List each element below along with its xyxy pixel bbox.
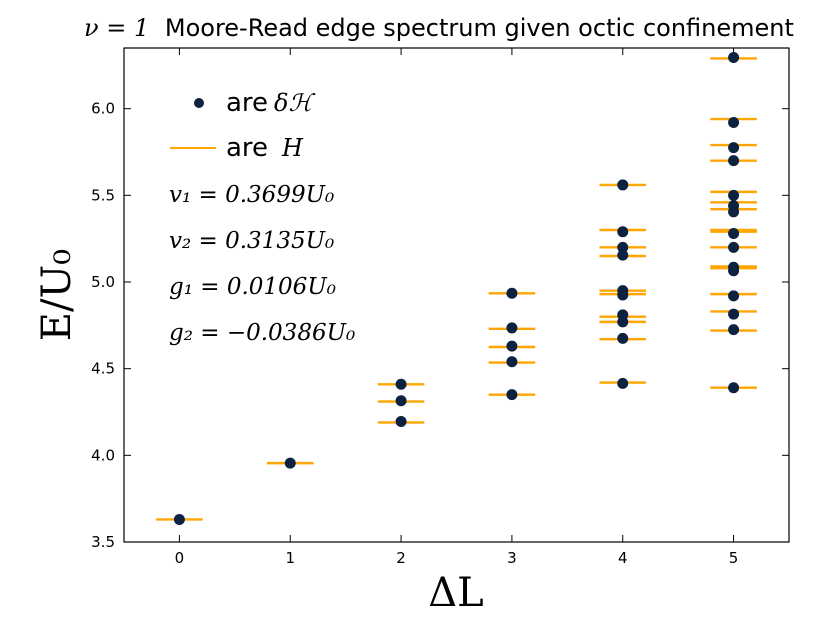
delta-h-point [284,457,296,469]
y-tick-label: 5.5 [91,186,115,204]
delta-h-point [173,513,185,525]
legend-line-symbol: H [281,134,304,162]
annotation-v1: v₁ = 0.3699U₀ [169,182,334,208]
delta-h-point [728,200,740,212]
delta-h-point [506,287,518,299]
chart-title: ν = 1 Moore-Read edge spectrum given oct… [84,14,794,42]
x-tick-label: 0 [175,549,185,567]
delta-h-point [728,261,740,273]
delta-h-point [728,308,740,320]
delta-h-point [728,117,740,129]
plot-area [123,47,790,543]
parameter-annotations: v₁ = 0.3699U₀ v₂ = 0.3135U₀ g₁ = 0.0106U… [169,182,355,346]
delta-h-point [728,52,740,64]
x-tick-label: 4 [618,549,628,567]
legend: are δℋ are H [170,88,315,163]
y-tick-label: 5.0 [91,273,115,291]
title-text: Moore-Read edge spectrum given octic con… [165,14,794,42]
delta-h-point [728,189,740,201]
delta-h-point [617,179,629,191]
title-math: ν = 1 [84,14,149,42]
y-tick-label: 4.5 [91,360,115,378]
x-tick-label: 3 [507,549,517,567]
delta-h-point [728,227,740,239]
delta-h-point [395,378,407,390]
x-tick-label: 2 [396,549,406,567]
annotation-v2: v₂ = 0.3135U₀ [169,228,334,254]
delta-h-point [617,249,629,261]
y-tick-label: 6.0 [91,100,115,118]
legend-dot-symbol: δℋ [274,89,315,117]
delta-h-point [617,226,629,238]
y-axis-ticks: 3.5 4.0 4.5 5.0 5.5 6.0 [91,100,789,551]
delta-h-point [728,142,740,154]
delta-h-point [506,356,518,368]
y-tick-label: 4.0 [91,446,115,464]
x-tick-label: 5 [729,549,739,567]
delta-h-point [506,322,518,334]
legend-dot-marker [194,98,204,108]
delta-h-point [617,309,629,321]
x-axis-label: ΔL [428,570,483,616]
delta-h-point [617,241,629,253]
delta-h-point [617,377,629,389]
delta-h-point [728,382,740,394]
series-delta-h-dots [173,52,740,525]
y-axis-label: E/U₀ [34,249,80,341]
annotation-g2: g₂ = −0.0386U₀ [169,320,355,346]
x-tick-label: 1 [285,549,295,567]
legend-line-prefix: are [226,133,268,163]
delta-h-point [728,290,740,302]
legend-dot-prefix: are [226,88,268,118]
delta-h-point [728,324,740,336]
delta-h-point [617,332,629,344]
delta-h-point [506,389,518,401]
delta-h-point [617,285,629,297]
delta-h-point [506,340,518,352]
delta-h-point [395,416,407,428]
annotation-g1: g₁ = 0.0106U₀ [169,274,336,300]
delta-h-point [728,241,740,253]
delta-h-point [395,395,407,407]
x-axis-ticks: 0 1 2 3 4 5 [175,48,739,567]
delta-h-point [728,155,740,167]
y-tick-label: 3.5 [91,533,115,551]
